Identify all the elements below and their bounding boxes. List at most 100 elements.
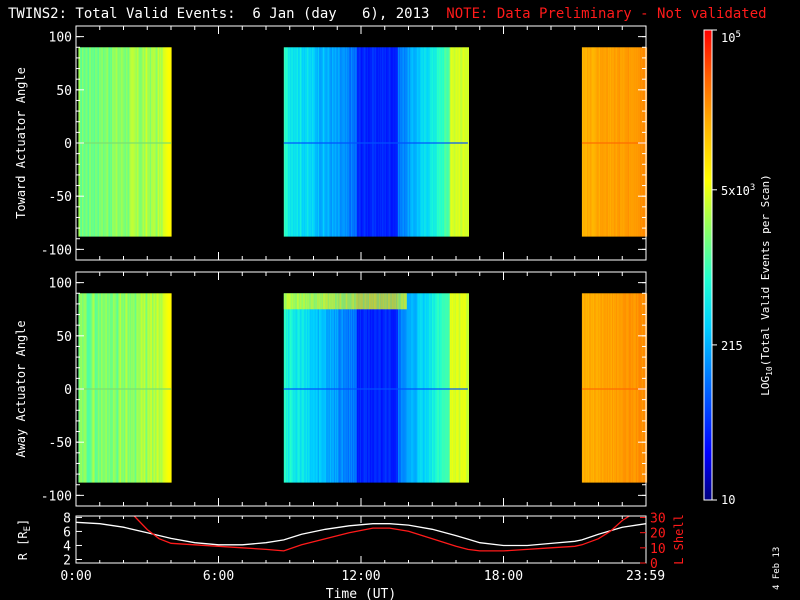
heat-band — [288, 293, 290, 310]
heat-column — [603, 47, 606, 237]
heat-column — [110, 47, 112, 237]
heat-column — [615, 293, 618, 483]
heat-column — [89, 47, 91, 237]
heat-column — [322, 293, 324, 483]
heat-column — [164, 47, 166, 237]
heat-column — [379, 293, 381, 483]
heat-column — [425, 47, 427, 237]
heat-column — [289, 47, 291, 237]
heat-column — [326, 293, 328, 483]
heat-band — [372, 293, 374, 310]
heat-column — [110, 293, 112, 483]
heat-column — [334, 47, 336, 237]
heat-column — [325, 47, 327, 237]
heat-column — [432, 293, 434, 483]
y-tick-label: 100 — [49, 31, 72, 46]
heat-column — [357, 293, 359, 483]
heat-band — [338, 293, 340, 310]
heat-column — [330, 293, 332, 483]
heat-column — [351, 293, 353, 483]
heat-column — [348, 293, 350, 483]
heat-column — [83, 293, 85, 483]
heat-column — [151, 47, 153, 237]
heat-column — [350, 293, 352, 483]
heat-column — [92, 293, 94, 483]
heat-column — [339, 293, 341, 483]
heat-column — [135, 47, 137, 237]
heat-column — [609, 293, 612, 483]
heat-column — [593, 47, 596, 237]
heat-column — [451, 47, 453, 237]
heat-column — [293, 47, 295, 237]
heat-column — [398, 293, 400, 483]
heat-band — [294, 293, 296, 310]
heat-band — [346, 293, 348, 310]
heat-column — [427, 47, 429, 237]
heat-column — [465, 293, 467, 483]
heat-column — [584, 293, 587, 483]
heat-column — [418, 47, 420, 237]
heat-column — [440, 293, 442, 483]
heat-band — [295, 293, 297, 310]
heat-column — [305, 47, 307, 237]
heat-column — [600, 47, 603, 237]
heat-band — [377, 293, 379, 310]
heat-column — [98, 293, 100, 483]
heat-column — [115, 293, 117, 483]
heat-column — [111, 47, 113, 237]
heat-column — [436, 293, 438, 483]
heat-band — [314, 293, 316, 310]
heat-column — [405, 293, 407, 483]
heat-column — [95, 293, 97, 483]
heat-band — [383, 293, 385, 310]
heat-band — [342, 293, 344, 310]
y-axis-label-left: R [RE] — [16, 519, 33, 561]
heat-band — [350, 293, 352, 310]
heat-column — [169, 293, 171, 483]
heat-column — [301, 47, 303, 237]
colorbar-label: LOG10(Total Valid Events per Scan) — [759, 174, 774, 396]
heat-band — [287, 293, 289, 310]
heat-column — [581, 47, 584, 237]
heat-column — [611, 293, 614, 483]
heat-column — [119, 47, 121, 237]
heat-column — [108, 293, 110, 483]
heat-column — [158, 293, 160, 483]
heat-column — [463, 47, 465, 237]
heat-band — [315, 293, 317, 310]
heat-column — [633, 47, 636, 237]
heat-column — [430, 293, 432, 483]
heat-column — [130, 47, 132, 237]
heat-band — [388, 293, 390, 310]
heat-column — [377, 293, 379, 483]
colorbar-tick-base: 215 — [721, 339, 743, 353]
heat-column — [383, 293, 385, 483]
heat-band — [322, 293, 324, 310]
heat-column — [123, 293, 125, 483]
heat-column — [598, 47, 601, 237]
heat-column — [161, 293, 163, 483]
heat-column — [83, 47, 85, 237]
heat-column — [129, 47, 131, 237]
heat-column — [433, 47, 435, 237]
heat-band — [365, 293, 367, 310]
heat-column — [402, 293, 404, 483]
heat-band — [371, 293, 373, 310]
heat-column — [159, 47, 161, 237]
heat-column — [308, 47, 310, 237]
heat-column — [372, 47, 374, 237]
heat-column — [619, 47, 622, 237]
heat-column — [396, 293, 398, 483]
heat-band — [381, 293, 383, 310]
heat-column — [111, 293, 113, 483]
heat-column — [398, 47, 400, 237]
heat-column — [375, 293, 377, 483]
heat-band — [390, 293, 392, 310]
heat-column — [163, 293, 165, 483]
heat-column — [619, 293, 622, 483]
heat-column — [113, 293, 115, 483]
heat-column — [396, 47, 398, 237]
heat-band — [335, 293, 337, 310]
heat-band — [285, 293, 287, 310]
